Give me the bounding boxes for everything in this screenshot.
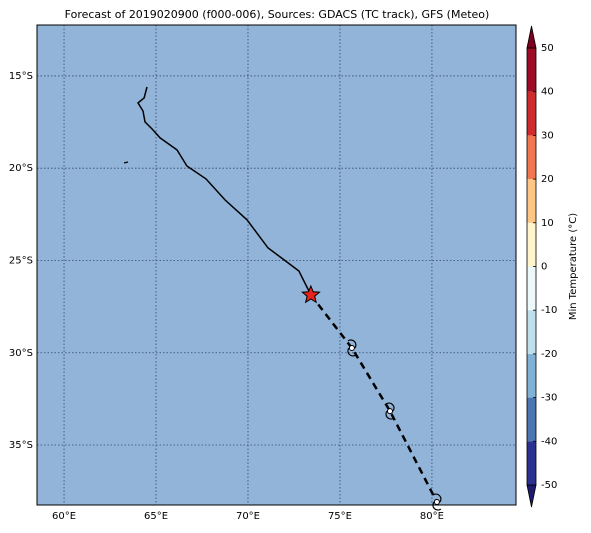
cyclone-arm: [347, 339, 357, 357]
y-tick-label: 15°S: [9, 71, 33, 82]
y-tick-label: 30°S: [9, 348, 33, 359]
colorbar-tick-label: 10: [541, 218, 554, 229]
colorbar-tick-label: -30: [541, 393, 557, 404]
chart-title: Forecast of 2019020900 (f000-006), Sourc…: [65, 8, 490, 21]
colorbar-tick-label: -40: [541, 436, 557, 447]
colorbar-bin: [527, 48, 536, 92]
colorbar-bin: [527, 397, 536, 442]
colorbar-bin: [527, 222, 536, 267]
colorbar-tick-label: 40: [541, 87, 554, 98]
colorbar-bin: [527, 179, 536, 223]
past-track: [137, 86, 312, 296]
x-tick-label: 80°E: [420, 511, 444, 522]
y-tick-label: 35°S: [9, 440, 33, 451]
map-frame: [36, 24, 517, 506]
island: [123, 161, 129, 164]
cyclone-eye: [386, 408, 393, 415]
colorbar-bin: [527, 310, 536, 354]
cyclone-eye: [433, 499, 440, 506]
colorbar-tick-label: 30: [541, 130, 554, 141]
colorbar-bin: [527, 353, 536, 398]
colorbar-bin: [527, 135, 536, 180]
x-tick-label: 60°E: [52, 511, 76, 522]
cyclone-symbol: [385, 402, 395, 420]
current-position: [301, 284, 321, 304]
y-tick-label: 20°S: [9, 163, 33, 174]
colorbar-tick-label: -50: [541, 480, 557, 491]
colorbar-tick-label: -20: [541, 349, 557, 360]
colorbar-bin: [527, 91, 536, 136]
colorbar-tick-label: 0: [541, 262, 547, 273]
cyclone-arm: [385, 402, 395, 420]
colorbar-bin: [527, 441, 536, 485]
cyclone-eye: [348, 344, 355, 351]
colorbar-tick-label: -10: [541, 305, 557, 316]
colorbar-under: [526, 484, 537, 508]
colorbar-tick-label: 20: [541, 174, 554, 185]
colorbar-bin: [527, 266, 536, 311]
x-tick-label: 70°E: [236, 511, 260, 522]
x-tick-label: 75°E: [328, 511, 352, 522]
x-tick-label: 65°E: [144, 511, 168, 522]
cyclone-arm: [432, 493, 442, 511]
cyclone-symbol: [347, 339, 357, 357]
colorbar-tick-label: 50: [541, 43, 554, 54]
y-tick-label: 25°S: [9, 255, 33, 266]
colorbar-over: [526, 25, 537, 49]
ocean: [37, 25, 516, 505]
colorbar-label: Min Temperature (°C): [568, 213, 579, 320]
